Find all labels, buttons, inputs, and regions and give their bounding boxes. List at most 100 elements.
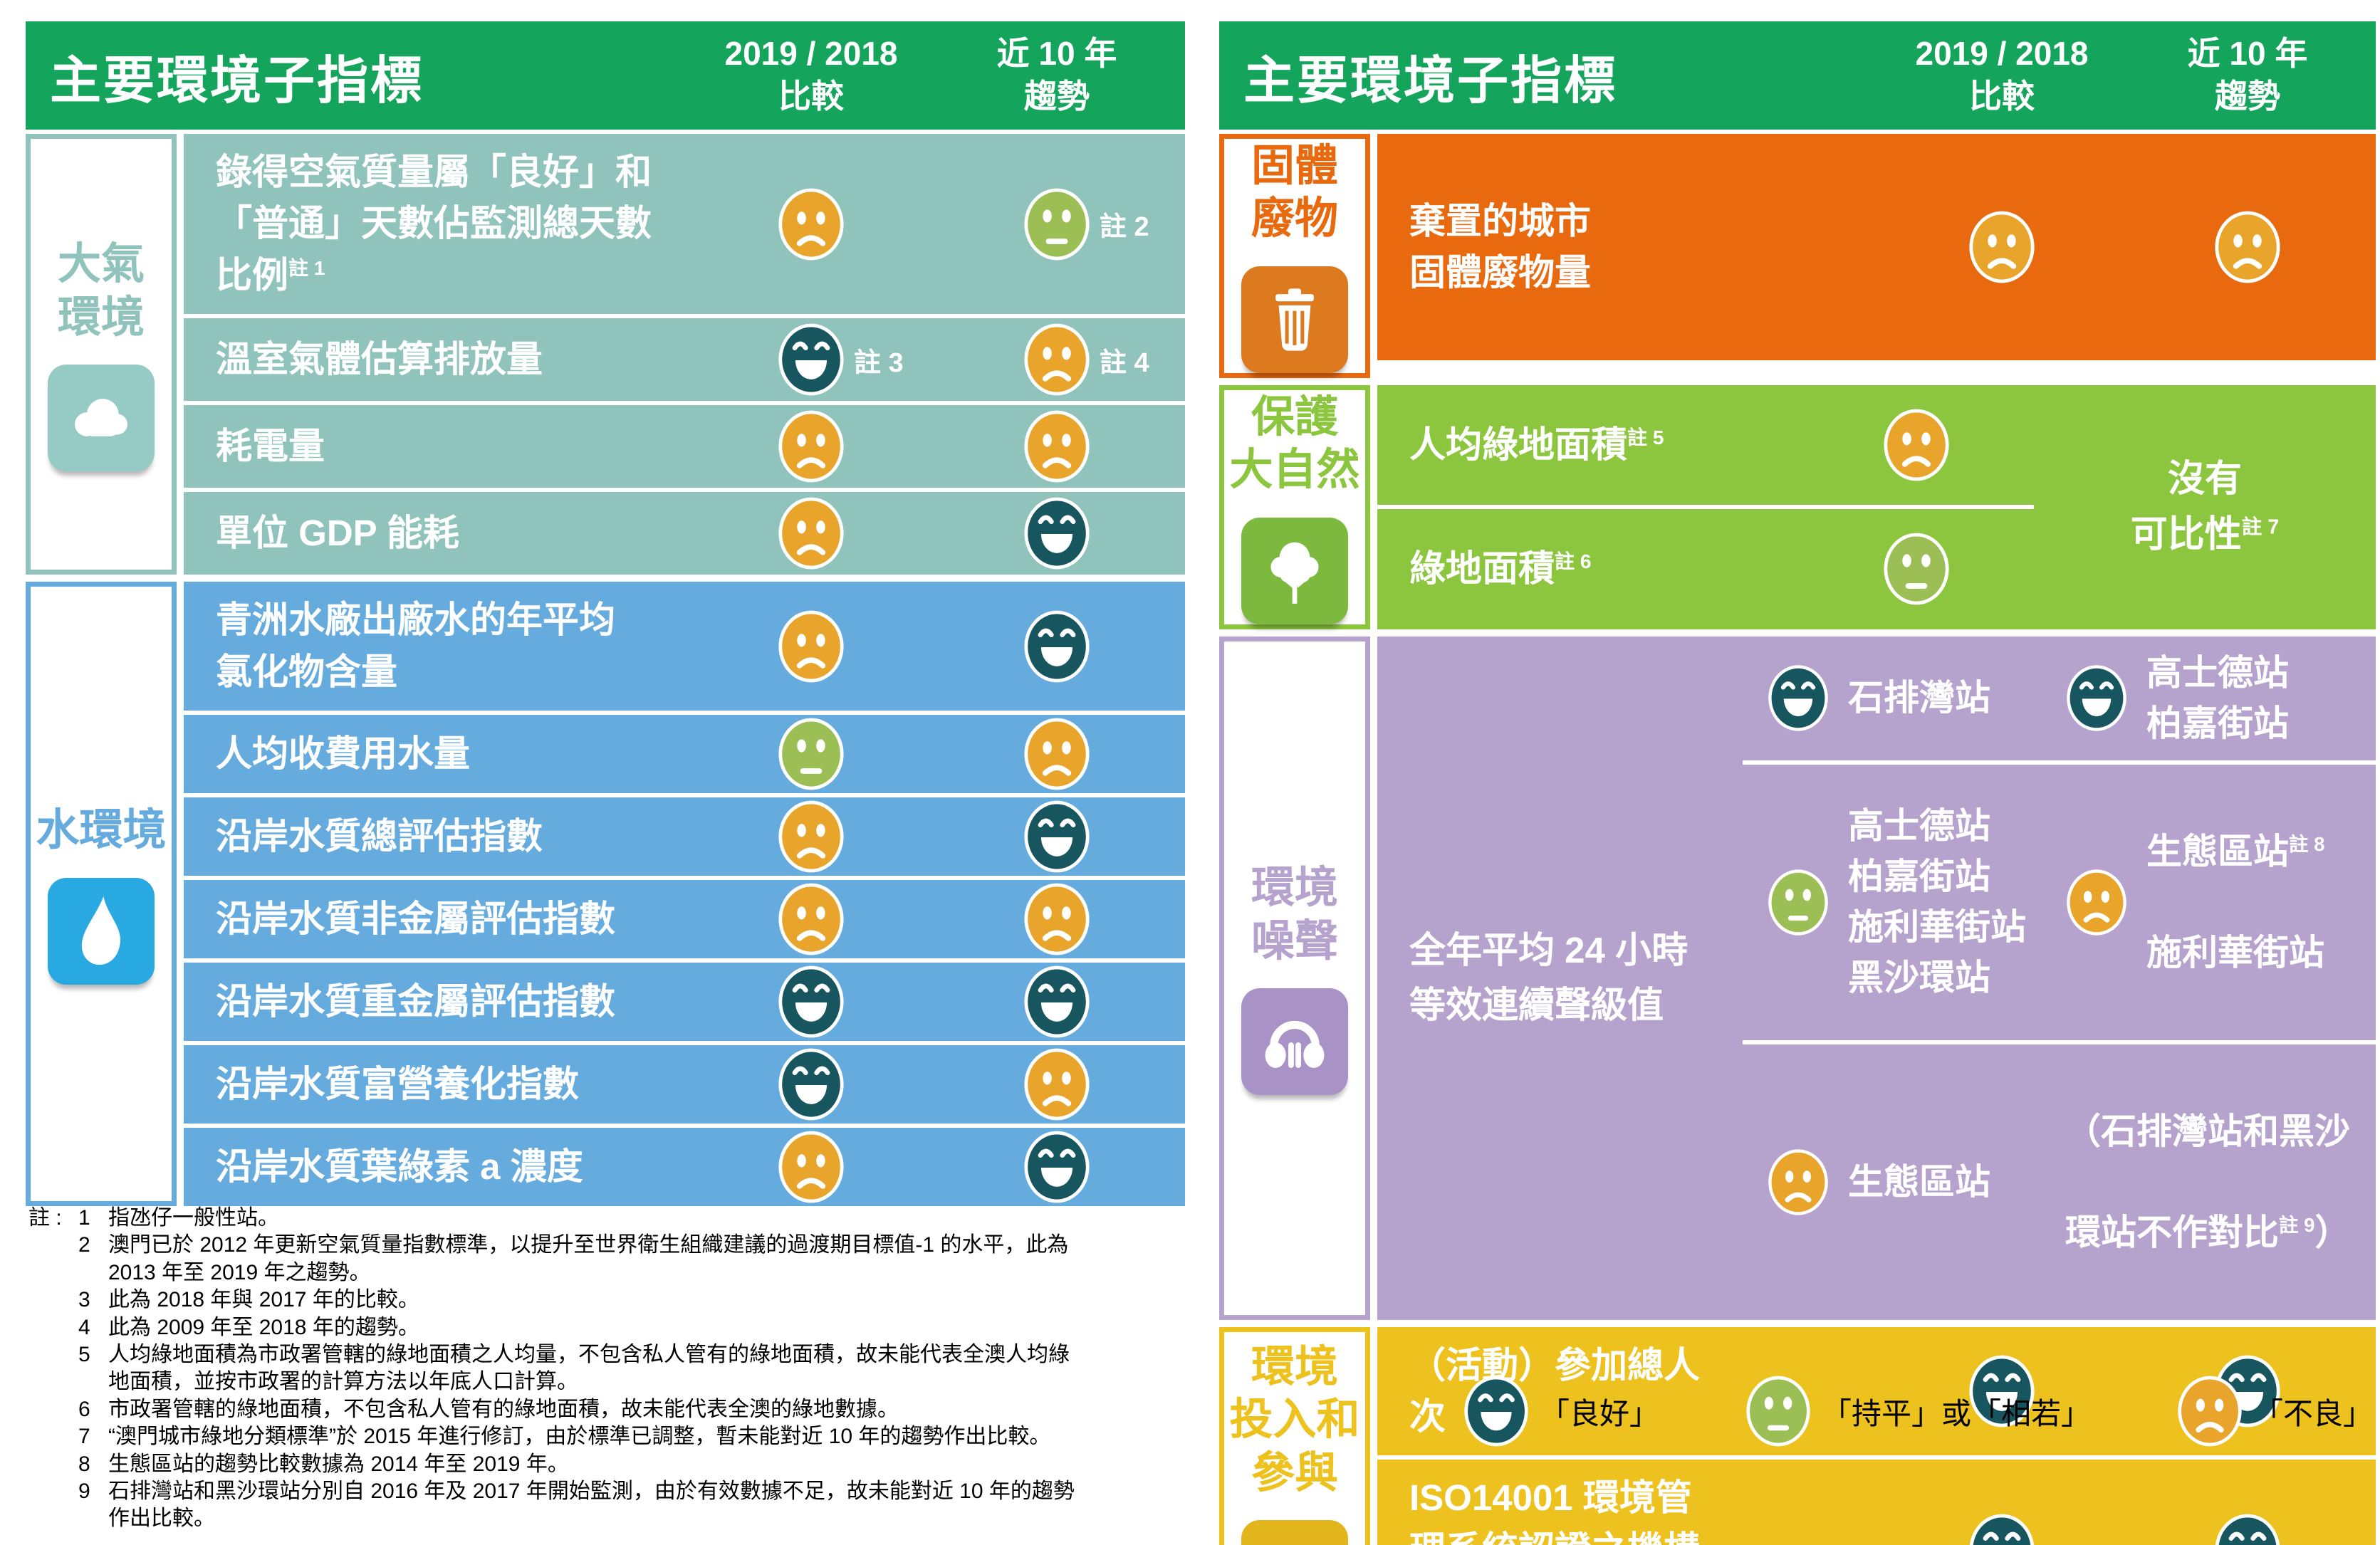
happy-face-icon bbox=[1968, 1512, 2036, 1545]
table-row: 沿岸水質非金屬評估指數 bbox=[184, 880, 1185, 959]
indicator-label: 沿岸水質葉綠素 a 濃度 bbox=[216, 1146, 583, 1187]
table-row: 沿岸水質富營養化指數 bbox=[184, 1045, 1185, 1124]
legend: 「良好」 「持平」或「相若」 「不良」 bbox=[1219, 1374, 2376, 1448]
happy-face-icon bbox=[1023, 1129, 1091, 1205]
note-ref: 註 6 bbox=[1555, 550, 1592, 572]
neutral-face-icon bbox=[1882, 531, 1951, 607]
table-row: 錄得空氣質量屬「良好」和 「普通」天數佔監測總天數 比例註 1 註 2 bbox=[184, 134, 1185, 315]
compare-cell: 生態區站 bbox=[1743, 1044, 2041, 1320]
sad-face-icon bbox=[2176, 1374, 2243, 1448]
section-label-text: 水環境 bbox=[36, 805, 167, 854]
compare-cell: 高士德站 柏嘉街站 施利華街站 黑沙環站 bbox=[1743, 765, 2041, 1040]
indicator-label: 錄得空氣質量屬「良好」和 「普通」天數佔監測總天數 比例註 1 bbox=[216, 152, 652, 295]
legend-label: 「良好」 bbox=[1539, 1396, 1659, 1430]
section-noise: 環境 噪聲 全年平均 24 小時 等效連續聲級值 石排灣站 高士德站 柏嘉街站 bbox=[1219, 636, 2376, 1320]
neutral-face-icon bbox=[777, 716, 845, 792]
section-label-noise: 環境 噪聲 bbox=[1219, 636, 1370, 1320]
compare-cell bbox=[694, 496, 929, 571]
compare-cell bbox=[1884, 1512, 2119, 1545]
indicator-label: 沿岸水質富營養化指數 bbox=[216, 1063, 580, 1104]
sad-face-icon bbox=[1968, 209, 2036, 285]
table-row: （活動）參加總人 次 bbox=[1377, 1327, 2376, 1456]
indicator-label: 溫室氣體估算排放量 bbox=[216, 339, 543, 380]
trend-cell bbox=[2119, 209, 2376, 285]
note-ref: 註 8 bbox=[2289, 832, 2325, 855]
legend-item-bad: 「不良」 bbox=[2176, 1374, 2373, 1448]
trend-cell bbox=[929, 609, 1185, 684]
station-list: 生態區站 bbox=[1848, 1161, 1990, 1202]
section-atmosphere: 大氣 環境 錄得空氣質量屬「良好」和 「普通」天數佔監測總天數 比例註 1 註 … bbox=[26, 134, 1185, 575]
station-list: 生態區站註 8 施利華街站 bbox=[2146, 831, 2325, 973]
compare-cell bbox=[694, 716, 929, 792]
sad-face-icon bbox=[1023, 1047, 1091, 1122]
indicator-label: （活動）參加總人 次 bbox=[1409, 1344, 1701, 1437]
trend-cell bbox=[929, 964, 1185, 1039]
neutral-face-icon bbox=[1023, 187, 1091, 262]
indicator-label: 沿岸水質非金屬評估指數 bbox=[216, 898, 616, 939]
note-ref: 註 9 bbox=[2279, 1213, 2315, 1236]
trend-cell bbox=[929, 1047, 1185, 1122]
footnote: 7 “澳門城市綠地分類標準”於 2015 年進行修訂，由於標準已調整，暫未能對近… bbox=[78, 1425, 1051, 1449]
note-ref: 註 4 bbox=[1100, 347, 1149, 378]
section-label-nature: 保護 大自然 bbox=[1219, 384, 1370, 629]
legend-item-good: 「良好」 bbox=[1463, 1374, 1659, 1448]
column-header-compare: 2019 / 2018 比較 bbox=[724, 35, 898, 115]
table-row: 青洲水廠出廠水的年平均 氯化物含量 bbox=[184, 582, 1185, 711]
left-panel-header: 主要環境子指標 2019 / 2018 比較 近 10 年 趨勢 bbox=[26, 21, 1185, 130]
section-label-water: 水環境 bbox=[26, 582, 177, 1207]
trend-cell bbox=[929, 1129, 1185, 1205]
sad-face-icon bbox=[777, 496, 845, 571]
tree-icon bbox=[1241, 517, 1348, 624]
table-row: 沿岸水質重金屬評估指數 bbox=[184, 963, 1185, 1042]
station-list: 石排灣站 bbox=[1848, 678, 1990, 718]
trend-cell bbox=[929, 881, 1185, 957]
indicator-label: 單位 GDP 能耗 bbox=[216, 513, 459, 554]
footnote: 9 石排灣站和黑沙環站分別自 2016 年及 2017 年開始監測，由於有效數據… bbox=[78, 1479, 1075, 1531]
compare-cell bbox=[694, 1129, 929, 1205]
sad-face-icon bbox=[777, 799, 845, 874]
sad-face-icon bbox=[777, 187, 845, 262]
section-label-text: 環境 噪聲 bbox=[1251, 863, 1338, 965]
column-header-trend: 近 10 年 趨勢 bbox=[2187, 35, 2308, 115]
trend-cell: 高士德站 柏嘉街站 bbox=[2041, 637, 2376, 760]
trend-cell bbox=[929, 716, 1185, 792]
compare-cell bbox=[694, 409, 929, 484]
sad-face-icon bbox=[777, 1129, 845, 1205]
trend-remark: （石排灣站和黑沙 環站不作對比註 9） bbox=[2065, 1111, 2351, 1252]
compare-cell: 註 3 bbox=[694, 322, 929, 397]
table-row: 單位 GDP 能耗 bbox=[184, 492, 1185, 575]
sad-face-icon bbox=[1882, 407, 1951, 483]
table-row: 人均收費用水量 bbox=[184, 715, 1185, 794]
left-panel: 主要環境子指標 2019 / 2018 比較 近 10 年 趨勢 大氣 環境 錄… bbox=[26, 21, 1185, 1213]
sad-face-icon bbox=[2213, 209, 2282, 285]
indicator-label: 人均綠地面積註 5 bbox=[1409, 424, 1664, 465]
compare-cell bbox=[1799, 531, 2034, 607]
compare-cell bbox=[694, 187, 929, 262]
compare-cell bbox=[694, 1047, 929, 1122]
note-ref: 註 3 bbox=[854, 347, 904, 378]
neutral-face-icon bbox=[1767, 868, 1830, 937]
happy-face-icon bbox=[777, 322, 845, 397]
compare-cell bbox=[694, 799, 929, 874]
happy-face-icon bbox=[1023, 799, 1091, 874]
sad-face-icon bbox=[1767, 1148, 1830, 1217]
happy-face-icon bbox=[1023, 964, 1091, 1039]
indicator-label: ISO14001 環境管 理系統認證之機構 數目 bbox=[1409, 1477, 1700, 1545]
trend-cell bbox=[929, 409, 1185, 484]
footnotes: 註 : 1 指氹仔一般性站。 2 澳門已於 2012 年更新空氣質量指數標準，以… bbox=[28, 1205, 1194, 1533]
table-row: 沿岸水質葉綠素 a 濃度 bbox=[184, 1128, 1185, 1207]
indicator-label: 人均收費用水量 bbox=[216, 733, 471, 774]
section-nature: 保護 大自然 人均綠地面積註 5 綠地面積註 6 沒有 bbox=[1219, 384, 2376, 629]
sad-face-icon bbox=[1023, 322, 1091, 397]
trend-cell bbox=[929, 799, 1185, 874]
footnote-prefix: 註 : bbox=[28, 1206, 62, 1230]
recycle-icon bbox=[1241, 1520, 1348, 1545]
section-label-participation: 環境 投入和 參與 bbox=[1219, 1326, 1370, 1545]
trash-icon bbox=[1241, 266, 1348, 373]
table-row: 耗電量 bbox=[184, 405, 1185, 488]
compare-cell: 石排灣站 bbox=[1743, 637, 2041, 760]
compare-cell bbox=[694, 881, 929, 957]
happy-face-icon bbox=[2213, 1512, 2282, 1545]
happy-face-icon bbox=[777, 964, 845, 1039]
